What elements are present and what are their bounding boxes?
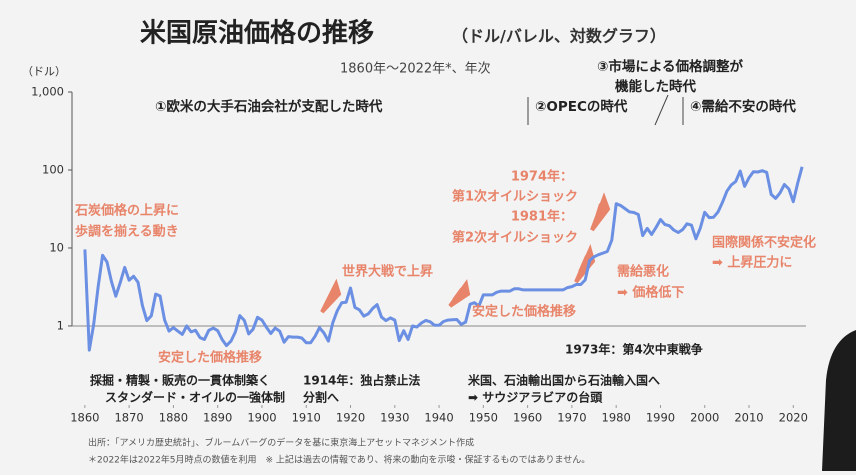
y-tick-label: 1,000 — [31, 85, 64, 99]
x-tick-label: 1960 — [513, 411, 542, 425]
period-label: ④需給不安の時代 — [690, 98, 796, 115]
annotation: 歩調を揃える動き — [75, 224, 179, 240]
annotation: 1974年： — [511, 169, 573, 185]
annotation: 安定した価格推移 — [472, 304, 576, 320]
note: 1973年：第4次中東戦争 — [565, 342, 703, 357]
x-tick-label: 1990 — [646, 411, 675, 425]
annotation: 第1次オイルショック — [452, 189, 578, 205]
source-note: ＊2022年は2022年5月時点の数値を利用 ※ 上記は過去の情報であり、将来の… — [88, 454, 590, 466]
note: 1914年：独占禁止法 — [303, 373, 420, 388]
x-tick-label: 2020 — [779, 411, 808, 425]
note: 米国、石油輸出国から石油輸入国へ — [468, 373, 660, 388]
annotation: 需給悪化 — [617, 264, 669, 280]
y-tick-label: 10 — [49, 240, 64, 254]
period-label: ①欧米の大手石油会社が支配した時代 — [155, 98, 383, 115]
note: スタンダード・オイルの一強体制 — [105, 390, 285, 405]
x-tick-label: 1870 — [114, 411, 143, 425]
arrow — [574, 244, 596, 284]
annotation: 石炭価格の上昇に — [74, 203, 179, 219]
y-tick-label: 1 — [57, 318, 64, 332]
annotation: 国際関係不安定化 — [712, 235, 816, 251]
x-tick-label: 1970 — [557, 411, 586, 425]
annotation: ➡ 価格低下 — [617, 285, 684, 301]
period-label: 機能した時代 — [615, 78, 696, 95]
period-label: ③市場による価格調整が — [597, 58, 744, 75]
x-tick-label: 1920 — [336, 411, 365, 425]
annotation: 安定した価格推移 — [158, 350, 262, 366]
x-tick-label: 1930 — [380, 411, 409, 425]
title-note: （ドル/バレル、対数グラフ） — [452, 27, 666, 46]
x-tick-label: 2000 — [690, 411, 719, 425]
x-tick-label: 2010 — [734, 411, 763, 425]
x-tick-label: 1940 — [424, 411, 453, 425]
annotation: ➡ 上昇圧力に — [712, 255, 792, 271]
x-tick-label: 1890 — [203, 411, 232, 425]
subtitle: 1860年～2022年*、年次 — [340, 61, 491, 77]
y-unit: （ドル） — [22, 65, 66, 78]
annotation: 1981年： — [511, 209, 573, 225]
source-note: 出所：「アメリカ歴史統計」、ブルームバーグのデータを基に東京海上アセットマネジメ… — [88, 437, 474, 449]
chart-title: 米国原油価格の推移 — [140, 18, 374, 49]
x-tick-label: 1950 — [469, 411, 498, 425]
arrow — [590, 192, 611, 232]
divider — [654, 94, 669, 126]
period-dividers — [527, 94, 684, 126]
arrow — [448, 279, 471, 308]
annotation: 第2次オイルショック — [452, 230, 578, 246]
x-tick-label: 1910 — [292, 411, 321, 425]
x-tick-label: 1980 — [602, 411, 631, 425]
x-tick-label: 1900 — [247, 411, 276, 425]
arrows — [320, 192, 611, 314]
period-label: ②OPECの時代 — [535, 98, 628, 115]
y-tick-label: 100 — [42, 162, 64, 176]
x-tick-label: 1880 — [159, 411, 188, 425]
speaker-silhouette — [822, 330, 856, 471]
annotation: 世界大戦で上昇 — [342, 264, 433, 280]
note: 分割へ — [303, 390, 339, 405]
note: 採掘・精製・販売の一貫体制築く — [90, 373, 270, 388]
arrow — [320, 278, 342, 314]
x-tick-label: 1860 — [70, 411, 99, 425]
price-line — [83, 166, 804, 352]
note: ➡ サウジアラビアの台頭 — [468, 390, 603, 405]
